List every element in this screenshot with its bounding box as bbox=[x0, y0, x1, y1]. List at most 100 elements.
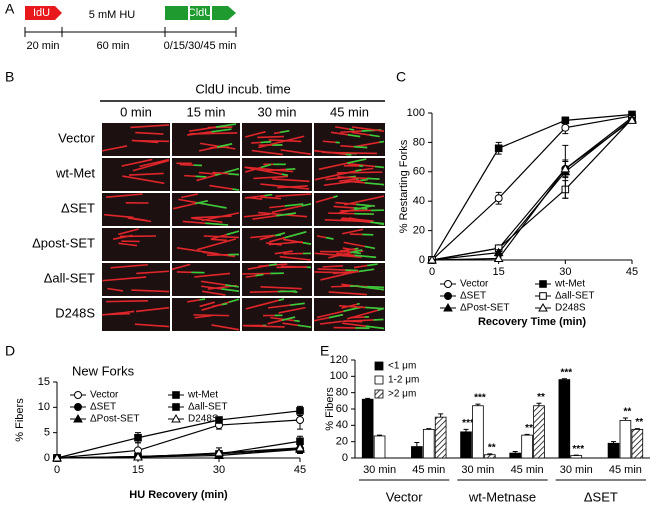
bar bbox=[570, 455, 583, 459]
bar bbox=[484, 454, 496, 459]
fiber bbox=[132, 139, 170, 143]
fiber bbox=[118, 228, 139, 236]
error-bar bbox=[377, 434, 383, 436]
y-tick-label: 0 bbox=[342, 452, 348, 464]
marker bbox=[134, 433, 142, 442]
fiber-green bbox=[355, 169, 362, 172]
fiber bbox=[198, 171, 217, 175]
fiber-green bbox=[328, 313, 344, 319]
fiber-green bbox=[367, 285, 385, 289]
fiber bbox=[202, 290, 226, 296]
fiber bbox=[272, 178, 310, 183]
error-bar bbox=[475, 403, 481, 406]
group-label: ΔSET bbox=[584, 489, 618, 504]
x-tick-label: 45 min bbox=[511, 464, 544, 476]
marker bbox=[74, 391, 82, 399]
x-tick-label: 15 bbox=[493, 266, 505, 278]
fiber-green bbox=[325, 236, 334, 240]
chart-title: New Forks bbox=[72, 363, 135, 378]
marker bbox=[133, 451, 143, 461]
fiber bbox=[257, 135, 284, 139]
row-label: Δall-SET bbox=[44, 270, 95, 285]
fiber-green bbox=[349, 128, 355, 131]
marker bbox=[171, 413, 181, 423]
fiber bbox=[277, 185, 308, 189]
fiber-green bbox=[354, 204, 374, 211]
error-bar bbox=[524, 433, 530, 436]
y-tick-label: 20 bbox=[336, 436, 348, 448]
fiber bbox=[268, 240, 303, 246]
fiber bbox=[128, 216, 148, 222]
legend-swatch bbox=[374, 361, 384, 371]
group-label: Vector bbox=[386, 489, 424, 504]
legend-swatch bbox=[374, 389, 384, 399]
x-tick-label: 15 bbox=[132, 464, 144, 476]
marker bbox=[560, 163, 571, 173]
fiber bbox=[107, 287, 124, 292]
fiber-green bbox=[199, 202, 227, 209]
fiber bbox=[191, 215, 232, 219]
fiber bbox=[259, 196, 282, 200]
fiber-green bbox=[281, 173, 288, 177]
fiber-green bbox=[358, 285, 385, 291]
fiber-green bbox=[364, 245, 376, 250]
fiber-green bbox=[345, 269, 359, 272]
fiber-image bbox=[102, 193, 170, 226]
fiber-green bbox=[276, 212, 297, 217]
cldu-arrow bbox=[190, 6, 210, 20]
fiber-green bbox=[199, 298, 206, 301]
series-line bbox=[431, 113, 633, 261]
x-tick-label: 45 min bbox=[609, 464, 642, 476]
fiber bbox=[280, 149, 312, 155]
significance-label: *** bbox=[462, 418, 474, 429]
bar bbox=[631, 429, 644, 459]
fiber bbox=[139, 158, 170, 168]
fiber bbox=[320, 270, 358, 281]
y-tick-label: 10 bbox=[38, 401, 50, 413]
fiber-green bbox=[260, 140, 272, 144]
fiber-green bbox=[225, 284, 239, 288]
fiber bbox=[203, 235, 240, 239]
y-tick-label: 40 bbox=[413, 195, 425, 207]
y-tick-label: 40 bbox=[336, 419, 348, 431]
fiber-image bbox=[314, 123, 385, 156]
fiber-image bbox=[314, 298, 385, 331]
fiber bbox=[275, 193, 312, 198]
significance-label: *** bbox=[572, 444, 584, 455]
fiber bbox=[135, 131, 164, 135]
fiber bbox=[106, 300, 149, 303]
fiber bbox=[194, 272, 231, 278]
fiber bbox=[193, 314, 230, 317]
error-bar bbox=[365, 397, 371, 400]
y-tick-label: 15 bbox=[38, 376, 50, 388]
bar bbox=[361, 398, 374, 459]
fiber-image bbox=[102, 123, 170, 156]
x-tick-label: 45 bbox=[294, 464, 306, 476]
fiber bbox=[343, 320, 363, 323]
fiber-green bbox=[281, 316, 296, 322]
fiber-green bbox=[232, 188, 240, 191]
fiber-green bbox=[215, 123, 237, 128]
fiber bbox=[196, 238, 237, 251]
fiber-green bbox=[367, 263, 378, 267]
legend-label: ΔSET bbox=[460, 291, 486, 302]
fiber bbox=[314, 169, 362, 181]
fiber-green bbox=[345, 153, 352, 156]
fiber-green bbox=[260, 163, 272, 169]
cldu-arrow bbox=[212, 6, 236, 20]
y-tick-label: 100 bbox=[407, 107, 425, 119]
bar bbox=[434, 416, 447, 459]
bar bbox=[460, 431, 472, 459]
duration-label: 0/15/30/45 min bbox=[164, 40, 237, 52]
fiber-green bbox=[216, 143, 233, 148]
error-bar bbox=[463, 428, 469, 432]
fiber-green bbox=[375, 165, 385, 169]
fiber-image bbox=[172, 263, 240, 296]
column-header: 15 min bbox=[186, 104, 225, 119]
fiber bbox=[102, 310, 135, 316]
bar bbox=[373, 435, 386, 459]
bar bbox=[558, 379, 571, 459]
x-tick-label: 30 min bbox=[560, 464, 593, 476]
